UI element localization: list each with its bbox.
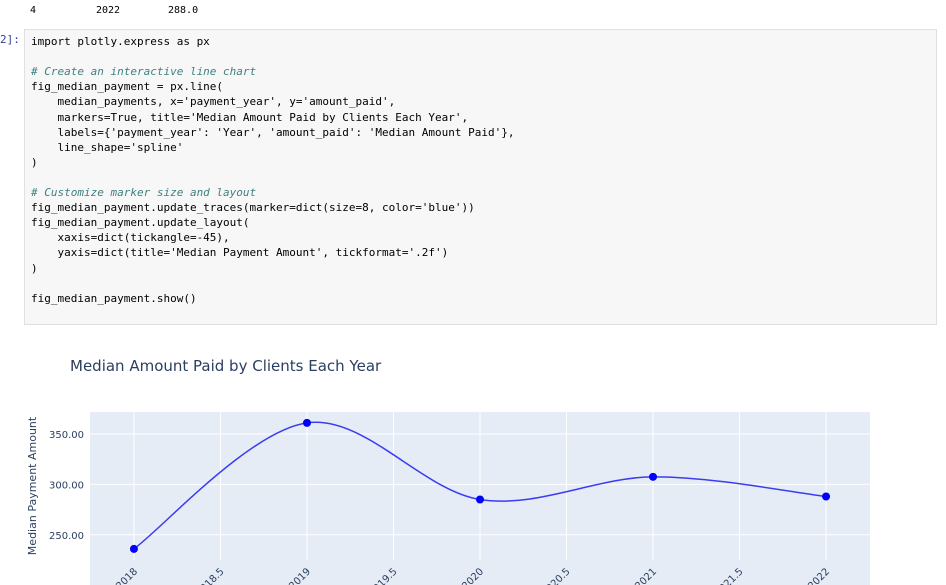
y-tick-label: 350.00 <box>49 430 84 441</box>
chart-title: Median Amount Paid by Clients Each Year <box>70 357 382 375</box>
marker <box>476 495 484 504</box>
code-line: fig_median_payment = px.line( <box>31 80 224 94</box>
code-line: fig_median_payment.show() <box>31 291 197 305</box>
marker <box>649 472 658 481</box>
code-line: # Create an interactive line chart <box>31 65 257 79</box>
marker <box>129 544 138 553</box>
code-line: fig_median_payment.update_layout( <box>31 216 250 230</box>
code-line: line_shape='spline' <box>31 140 184 154</box>
y-axis-title: Median Payment Amount <box>26 416 39 555</box>
code-cell[interactable]: import plotly.express as px # Create an i… <box>24 29 937 325</box>
output-cell: 2022 <box>96 5 121 16</box>
code-line: labels={'payment_year': 'Year', 'amount_… <box>31 125 515 139</box>
cell-prompt: 2]: <box>0 33 20 46</box>
output-cell: 4 <box>30 5 37 16</box>
code-line: xaxis=dict(tickangle=-45), <box>31 231 230 245</box>
code-line: yaxis=dict(title='Median Payment Amount'… <box>31 246 449 260</box>
code-line: fig_median_payment.update_traces(marker=… <box>31 201 475 215</box>
code-line: # Customize marker size and layout <box>31 186 257 199</box>
code-line: import plotly.express as px <box>31 35 210 48</box>
code-line: ) <box>31 155 38 169</box>
y-tick-label: 250.00 <box>49 531 84 542</box>
marker <box>302 418 311 427</box>
marker <box>822 492 831 501</box>
code-line: ) <box>31 261 38 275</box>
output-cell: 288.0 <box>168 5 199 16</box>
code-line: median_payments, x='payment_year', y='am… <box>31 95 396 109</box>
code-line: markers=True, title='Median Amount Paid … <box>31 110 469 124</box>
y-tick-label: 300.00 <box>49 480 84 491</box>
